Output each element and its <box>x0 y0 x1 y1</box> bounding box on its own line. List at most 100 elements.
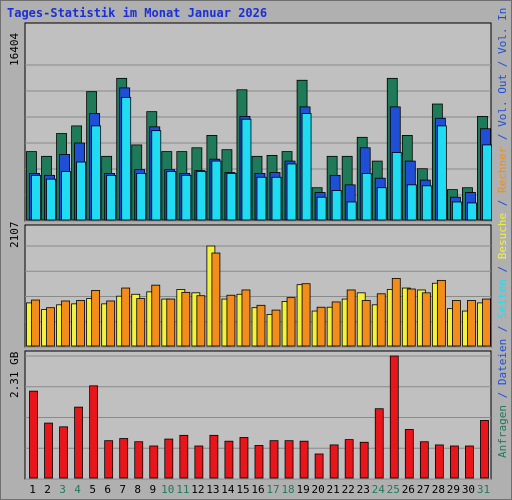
bar-seiten-day-7 <box>121 96 132 221</box>
bar-rechner-day-2 <box>46 307 55 347</box>
bar-rechner-day-31 <box>482 298 491 347</box>
x-tick-label-day-23: 23 <box>357 483 370 496</box>
bar-seiten-day-14 <box>226 173 237 221</box>
bar-rechner-day-11 <box>181 291 191 347</box>
bar-seiten-day-13 <box>211 160 222 221</box>
x-tick-label-day-18: 18 <box>281 483 294 496</box>
bar-volumen-day-24 <box>374 408 384 479</box>
legend-item: / <box>496 385 509 405</box>
x-tick-label-day-22: 22 <box>342 483 355 496</box>
x-tick-label-day-9: 9 <box>149 483 156 496</box>
x-tick-label-day-4: 4 <box>74 483 81 496</box>
bar-rechner-day-16 <box>256 304 266 347</box>
x-tick-label-day-13: 13 <box>206 483 219 496</box>
bar-rechner-day-15 <box>241 289 251 347</box>
bar-volumen-day-15 <box>239 437 249 479</box>
bar-seiten-day-11 <box>181 174 192 221</box>
bar-volumen-day-21 <box>329 444 339 479</box>
x-tick-label-day-30: 30 <box>462 483 475 496</box>
bar-rechner-day-30 <box>467 300 476 347</box>
x-tick-label-day-28: 28 <box>432 483 445 496</box>
legend-item: Seiten <box>496 279 509 319</box>
chart-title: Tages-Statistik im Monat Januar 2026 <box>7 6 268 20</box>
x-tick-label-day-19: 19 <box>296 483 309 496</box>
legend-item: Vol. In <box>496 8 509 54</box>
bar-volumen-day-30 <box>465 445 474 479</box>
x-tick-label-day-25: 25 <box>387 483 400 496</box>
bar-seiten-day-5 <box>91 125 102 221</box>
bar-rechner-day-8 <box>136 298 146 347</box>
bar-rechner-day-7 <box>121 287 131 347</box>
bar-volumen-day-3 <box>59 426 68 479</box>
bar-volumen-day-25 <box>389 355 399 479</box>
bar-rechner-day-12 <box>196 295 206 347</box>
bar-rechner-day-13 <box>211 252 221 347</box>
bar-seiten-day-10 <box>166 171 177 221</box>
x-tick-label-day-11: 11 <box>176 483 189 496</box>
y-max-label-top: 16404 <box>8 33 21 66</box>
bar-rechner-day-19 <box>301 283 311 347</box>
bar-seiten-day-3 <box>61 171 71 221</box>
bar-seiten-day-28 <box>436 125 447 221</box>
x-tick-label-day-8: 8 <box>134 483 141 496</box>
bar-volumen-day-2 <box>44 422 53 479</box>
bar-volumen-day-13 <box>209 434 219 479</box>
x-tick-label-day-6: 6 <box>104 483 111 496</box>
x-tick-label-day-21: 21 <box>327 483 340 496</box>
bar-rechner-day-9 <box>151 284 161 347</box>
bar-rechner-day-27 <box>421 292 431 347</box>
bar-rechner-day-14 <box>226 294 236 347</box>
bar-rechner-day-10 <box>166 298 176 347</box>
legend-item: / <box>496 259 509 279</box>
bar-volumen-day-20 <box>314 453 324 479</box>
bar-rechner-day-5 <box>91 290 101 347</box>
bar-seiten-day-27 <box>421 185 432 221</box>
x-tick-label-day-15: 15 <box>236 483 249 496</box>
legend-item: Vol. Out <box>496 74 509 127</box>
x-tick-label-day-5: 5 <box>89 483 96 496</box>
x-tick-label-day-29: 29 <box>447 483 460 496</box>
bar-seiten-day-18 <box>286 163 297 221</box>
legend-item: / <box>496 193 509 213</box>
legend-item: Besuche <box>496 213 509 259</box>
bar-seiten-day-12 <box>196 171 207 221</box>
bar-volumen-day-10 <box>164 438 174 479</box>
bar-rechner-day-18 <box>286 297 296 347</box>
bar-rechner-day-21 <box>331 301 341 347</box>
legend-item: / <box>496 319 509 339</box>
bar-rechner-day-23 <box>361 300 371 347</box>
bar-volumen-day-5 <box>89 385 99 479</box>
bar-rechner-day-20 <box>316 306 326 347</box>
bar-volumen-day-23 <box>359 441 369 479</box>
bar-rechner-day-28 <box>436 279 446 347</box>
bar-volumen-day-6 <box>104 440 114 479</box>
bar-volumen-day-11 <box>179 434 189 479</box>
bar-seiten-day-29 <box>452 201 462 221</box>
bar-seiten-day-21 <box>331 190 342 221</box>
bar-volumen-day-19 <box>299 440 309 479</box>
bar-rechner-day-25 <box>391 278 401 347</box>
bar-seiten-day-22 <box>346 201 357 221</box>
bar-seiten-day-8 <box>136 173 147 221</box>
bar-seiten-day-31 <box>482 144 492 221</box>
bar-volumen-day-9 <box>149 445 159 479</box>
bar-volumen-day-1 <box>29 390 38 479</box>
bar-seiten-day-20 <box>316 196 327 221</box>
x-tick-label-day-3: 3 <box>59 483 66 496</box>
bar-rechner-day-17 <box>271 309 281 347</box>
bar-volumen-day-18 <box>284 440 294 479</box>
x-tick-label-day-12: 12 <box>191 483 204 496</box>
bar-volumen-day-27 <box>419 441 429 479</box>
bar-volumen-day-4 <box>74 406 83 479</box>
bar-rechner-day-3 <box>61 300 70 347</box>
x-tick-label-day-24: 24 <box>372 483 386 496</box>
x-tick-label-day-17: 17 <box>266 483 279 496</box>
bar-rechner-day-29 <box>452 300 461 347</box>
legend-item: Dateien <box>496 339 509 385</box>
bar-seiten-day-30 <box>467 202 477 221</box>
bar-seiten-day-2 <box>46 178 56 221</box>
legend-item: / <box>496 127 509 147</box>
bar-rechner-day-4 <box>76 300 85 347</box>
